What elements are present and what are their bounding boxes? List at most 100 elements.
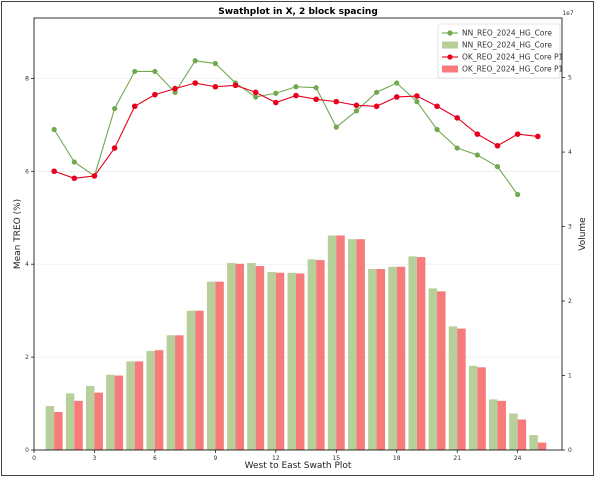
bar-s0-21 (468, 365, 478, 450)
legend-bar-swatch-ok (442, 65, 458, 73)
point-s0-8 (212, 60, 218, 67)
bar-series-group (45, 235, 547, 450)
bar-s1-4 (134, 361, 144, 450)
point-s0-12 (293, 84, 299, 90)
bar-s1-20 (457, 328, 466, 450)
bar-s1-0 (54, 412, 63, 450)
bar-s1-8 (215, 281, 224, 450)
bar-s0-8 (206, 281, 216, 450)
x-tick-label-8: 24 (514, 455, 522, 462)
point-s1-19 (434, 103, 440, 110)
point-s1-24 (535, 133, 541, 140)
point-s0-13 (313, 85, 319, 91)
bar-s1-5 (154, 350, 164, 450)
plot-area-border (33, 17, 563, 451)
point-s1-5 (152, 91, 158, 98)
legend-label-nn-line: NN_REO_2024_HG_Core (462, 29, 552, 38)
bar-s1-18 (416, 257, 426, 450)
y-tick-label-4: 8 (25, 75, 29, 82)
point-s0-19 (434, 126, 440, 133)
bar-s1-1 (74, 400, 83, 450)
x-axis-label: West to East Swath Plot (245, 461, 352, 471)
x-tick-label-5: 15 (332, 455, 340, 462)
point-s1-0 (51, 168, 57, 175)
point-s1-15 (353, 102, 360, 109)
bar-s1-19 (437, 291, 446, 450)
legend-marker-nn (447, 30, 453, 36)
point-s0-14 (333, 124, 339, 130)
y-axis-label: Mean TREO (%) (13, 199, 23, 269)
bar-s0-17 (388, 266, 397, 450)
point-s0-3 (112, 105, 118, 112)
legend-label-ok-bar: OK_REO_2024_HG_Core P1 (462, 65, 563, 74)
bar-s1-7 (195, 310, 204, 450)
y2-tick-label-0: 0 (568, 447, 572, 454)
point-s0-16 (373, 89, 380, 95)
bar-s0-11 (267, 271, 276, 450)
y-tick-label-0: 0 (25, 447, 29, 454)
bar-s0-7 (186, 310, 196, 450)
point-s1-17 (393, 94, 400, 100)
bar-s0-6 (166, 335, 176, 450)
bar-s1-21 (477, 367, 486, 450)
point-s1-3 (111, 145, 118, 151)
bar-s1-9 (235, 263, 244, 450)
point-s1-4 (131, 103, 138, 110)
point-s0-5 (152, 68, 158, 75)
bar-s0-5 (146, 350, 155, 450)
y-tick-label-2: 4 (25, 261, 29, 268)
point-s0-21 (474, 152, 480, 158)
point-s1-20 (454, 115, 461, 121)
bar-s1-3 (114, 375, 124, 450)
x-tick-label-6: 18 (393, 455, 401, 462)
bar-s0-16 (368, 269, 377, 450)
point-s1-13 (313, 96, 319, 103)
point-s0-20 (454, 145, 460, 151)
point-s1-1 (71, 175, 78, 182)
bar-s1-11 (275, 272, 285, 450)
bar-s0-9 (227, 263, 236, 450)
y2-tick-label-4: 4 (568, 149, 572, 156)
bar-s0-23 (509, 413, 518, 450)
y2-tick-label-2: 2 (568, 298, 572, 305)
point-s1-23 (514, 131, 521, 137)
bar-s1-2 (94, 392, 103, 450)
bar-s1-16 (376, 269, 386, 450)
bar-s1-6 (175, 335, 184, 450)
bar-s1-15 (356, 239, 365, 450)
bar-s1-14 (336, 235, 345, 450)
bar-s0-12 (287, 272, 296, 450)
bar-s1-12 (295, 273, 305, 450)
point-s0-0 (51, 126, 57, 133)
bar-s0-22 (489, 399, 498, 450)
point-s1-7 (192, 80, 199, 86)
x-tick-label-3: 9 (213, 455, 217, 462)
bar-s0-20 (448, 326, 458, 450)
bar-s0-3 (106, 374, 115, 450)
bar-s0-14 (327, 235, 337, 450)
y2-tick-label-1: 1 (568, 373, 572, 380)
x-tick-label-4: 12 (272, 455, 280, 462)
bar-s0-24 (529, 435, 538, 450)
legend-label-ok-line: OK_REO_2024_HG_Core P1 (462, 53, 563, 62)
point-s1-12 (293, 92, 299, 99)
bar-s1-24 (537, 442, 547, 450)
point-s1-18 (414, 93, 420, 99)
bar-s1-13 (316, 260, 325, 450)
point-s1-10 (252, 89, 259, 96)
bar-s0-1 (65, 393, 75, 450)
legend-bar-swatch-nn (442, 41, 458, 49)
bar-s1-23 (517, 419, 527, 450)
point-s1-21 (474, 131, 481, 137)
bar-s1-22 (497, 400, 506, 450)
point-s1-2 (91, 173, 98, 179)
bar-s0-0 (45, 406, 55, 450)
legend-label-nn-bar: NN_REO_2024_HG_Core (462, 41, 552, 50)
bar-s0-18 (408, 256, 417, 450)
bar-s0-4 (126, 361, 135, 450)
point-s0-7 (192, 58, 198, 64)
bar-s0-15 (347, 239, 357, 450)
